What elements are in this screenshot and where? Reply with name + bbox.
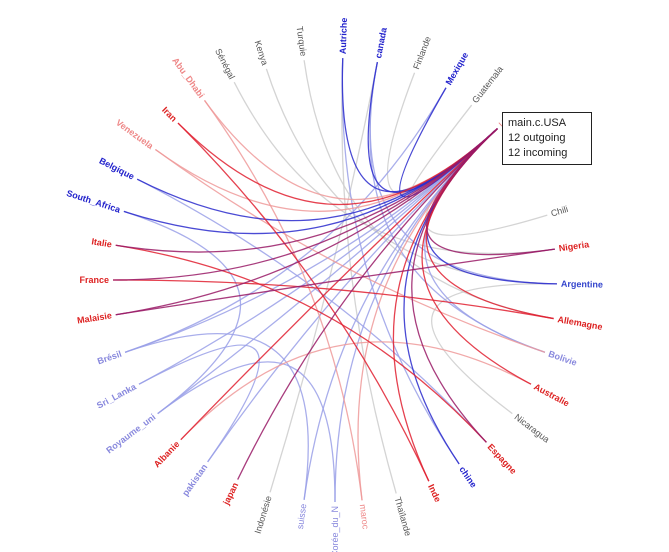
link-allemagne-france (112, 279, 554, 320)
node-label-guatemala[interactable]: Guatemala (470, 64, 505, 105)
link-usa-japan (237, 128, 498, 480)
node-label-japan[interactable]: japan (221, 481, 241, 507)
link-usa-abu-dhabi (203, 100, 498, 201)
node-label-argentine[interactable]: Argentine (561, 279, 603, 290)
node-tooltip: main.c.USA 12 outgoing 12 incoming (502, 112, 592, 165)
node-label-sri-lanka[interactable]: Sri_Lanka (95, 381, 139, 410)
link-cor-e-du-n-royaume-uni (157, 361, 336, 503)
node-label-bolivie[interactable]: Bolivie (547, 349, 578, 368)
link-usa-br-sil (124, 128, 498, 353)
tooltip-outgoing: 12 outgoing (508, 132, 566, 144)
link-nicaragua-argentine (431, 283, 557, 415)
node-label-maroc[interactable]: maroc (358, 504, 371, 531)
link-usa-suisse (303, 128, 498, 500)
node-label-abu-dhabi[interactable]: Abu_Dhabi (170, 56, 206, 100)
node-label-nigeria[interactable]: Nigeria (558, 239, 591, 253)
link-iran-inde (177, 122, 430, 482)
node-label-south-africa[interactable]: South_Africa (65, 188, 122, 215)
link-suisse-br-sil (124, 332, 309, 500)
node-label-autriche[interactable]: Autriche (338, 17, 349, 54)
link-usa-autriche (341, 58, 498, 193)
node-label-pakistan[interactable]: pakistan (180, 462, 209, 498)
node-label-albanie[interactable]: Albanie (152, 439, 182, 469)
node-label-belgique[interactable]: Belgique (98, 156, 136, 182)
links-layer (112, 58, 557, 503)
node-label-canada[interactable]: canada (373, 26, 389, 59)
node-label-turquie[interactable]: Turquie (295, 26, 309, 57)
link-usa-nigeria (425, 128, 555, 256)
node-label-italie[interactable]: Italie (91, 236, 113, 249)
node-label-indon-sie[interactable]: Indonésie (253, 495, 274, 535)
node-label-chine[interactable]: chine (457, 464, 478, 489)
link-abu-dhabi-maroc (203, 100, 363, 501)
link-canada-bolivie (369, 61, 546, 353)
node-label-nicaragua[interactable]: Nicaragua (513, 412, 552, 445)
node-label-cor-e-du-n[interactable]: Corée_du_N (330, 506, 340, 552)
node-label-iran[interactable]: Iran (160, 105, 179, 124)
node-label-br-sil[interactable]: Brésil (96, 349, 123, 367)
node-label-tha-lande[interactable]: Thaïlande (393, 496, 414, 537)
link-usa-albanie (180, 128, 498, 441)
link-usa-france (112, 128, 498, 281)
node-label-venezuela[interactable]: Venezuela (114, 117, 156, 151)
link-mexique-br-sil (124, 87, 447, 353)
link-usa-espagne (411, 128, 498, 443)
link-australie-albanie (180, 341, 532, 441)
node-label-inde[interactable]: Inde (426, 483, 443, 504)
node-label-finlande[interactable]: Finlande (411, 35, 433, 71)
node-label-s-n-gal[interactable]: Sénégal (213, 47, 237, 81)
node-label-australie[interactable]: Australie (532, 382, 571, 409)
node-label-mexique[interactable]: Mexique (444, 51, 471, 87)
node-label-allemagne[interactable]: Allemagne (557, 314, 604, 332)
link-usa-sri-lanka (138, 128, 498, 385)
tooltip-incoming: 12 incoming (508, 147, 568, 159)
link-pakistan-sri-lanka (138, 344, 260, 463)
node-label-malaisie[interactable]: Malaisie (76, 310, 112, 325)
node-label-kenya[interactable]: Kenya (253, 39, 270, 66)
link-usa-italie (115, 128, 498, 253)
node-label-france[interactable]: France (79, 275, 109, 285)
node-label-suisse[interactable]: suisse (295, 503, 308, 530)
link-indon-sie-canada (269, 61, 378, 493)
node-label-chili[interactable]: Chili (550, 204, 570, 219)
link-venezuela-bolivie (155, 148, 546, 353)
tooltip-title: main.c.USA (508, 117, 567, 129)
link-usa-iran (177, 122, 498, 206)
node-label-espagne[interactable]: Espagne (486, 442, 519, 476)
link-italie-espagne (115, 244, 487, 443)
link-nigeria-malaisie (115, 248, 555, 316)
node-label-royaume-uni[interactable]: Royaume_uni (104, 412, 157, 456)
